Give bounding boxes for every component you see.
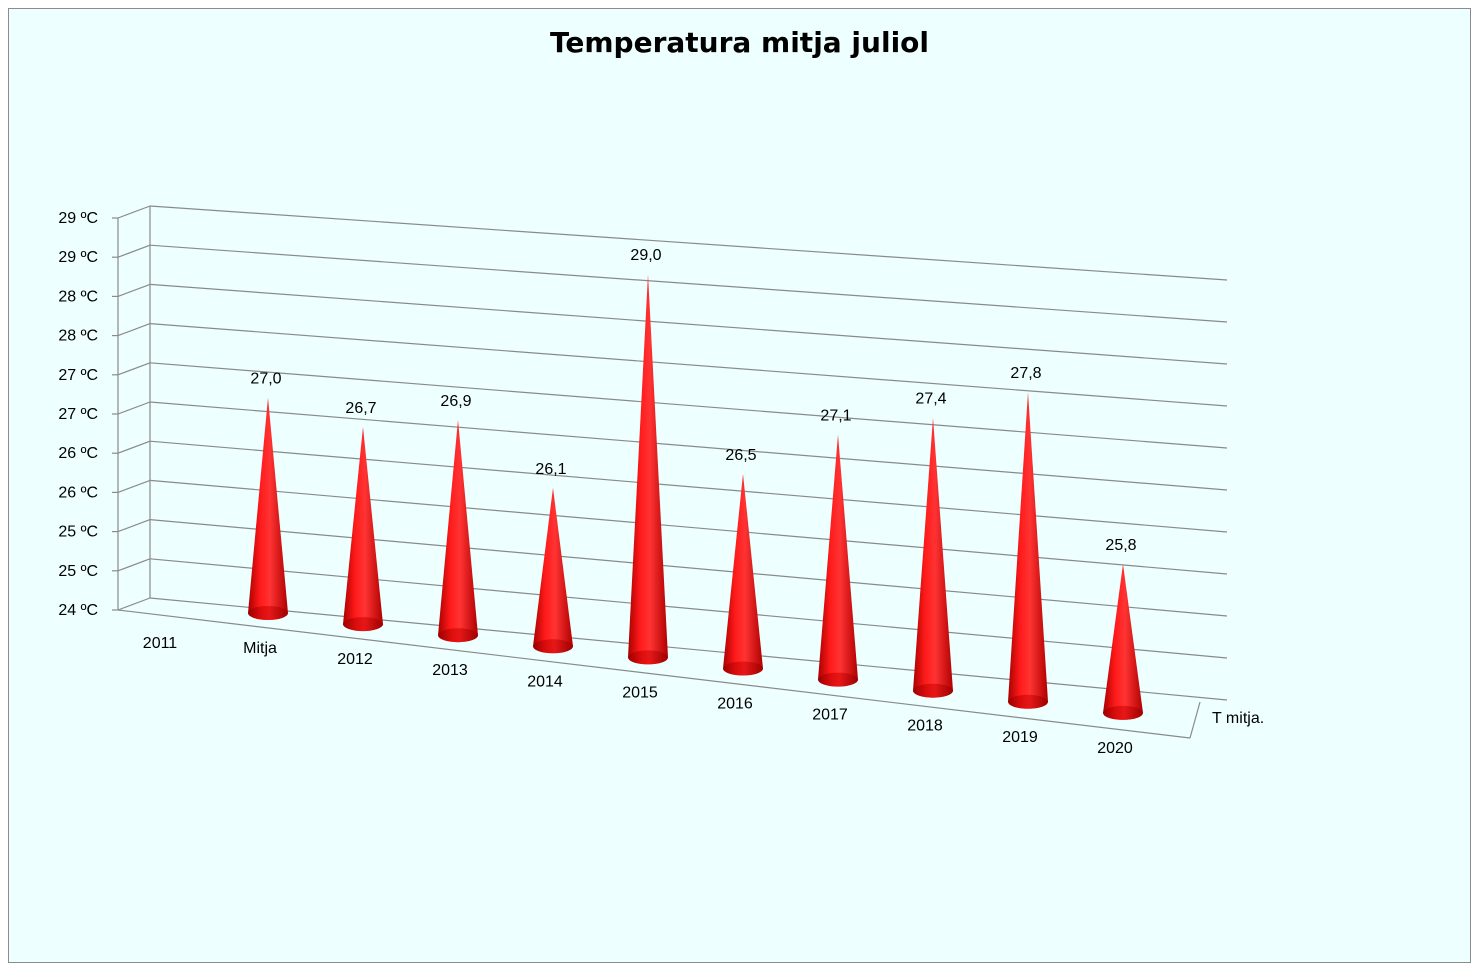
depth-axis-line xyxy=(1189,701,1201,739)
y-tick-label: 27 ºC xyxy=(58,406,98,423)
cone-body xyxy=(1103,564,1143,720)
cone-bar xyxy=(723,473,763,676)
cone-body xyxy=(438,419,478,643)
cone-bar xyxy=(818,434,858,687)
y-tick-label: 25 ºC xyxy=(58,524,98,541)
y-tick-label: 27 ºC xyxy=(58,367,98,384)
gridline-side xyxy=(117,519,151,533)
gridline xyxy=(149,558,1228,659)
cone-bar xyxy=(248,397,288,620)
axes xyxy=(112,206,1201,739)
y-tick-label: 28 ºC xyxy=(58,288,98,305)
cone-base xyxy=(723,661,763,676)
x-category-label: 2011 xyxy=(143,635,178,652)
x-category-label: 2019 xyxy=(1002,729,1038,746)
data-label: 27,4 xyxy=(915,391,946,408)
y-tick-label: 28 ºC xyxy=(58,328,98,345)
cone-base xyxy=(533,639,573,654)
cone-base xyxy=(628,650,668,665)
gridline xyxy=(149,244,1228,323)
y-tick-label: 24 ºC xyxy=(58,602,98,619)
labels: 24 ºC 25 ºC 25 ºC 26 ºC 26 ºC 27 ºC 27 ºC 28 ºC… xyxy=(58,210,1264,757)
data-label: 29,0 xyxy=(630,247,661,264)
data-label: 26,7 xyxy=(345,400,376,417)
cone-base xyxy=(1103,705,1143,720)
gridline-side xyxy=(117,597,151,611)
x-category-label: 2017 xyxy=(812,707,848,724)
data-label: 26,1 xyxy=(535,461,566,478)
gridline xyxy=(149,597,1228,701)
cone-bar xyxy=(343,426,383,632)
gridline xyxy=(149,440,1228,533)
gridline-side xyxy=(117,440,151,454)
y-tick-label: 26 ºC xyxy=(58,445,98,462)
gridline xyxy=(149,401,1228,491)
cone-base xyxy=(343,617,383,632)
cone-bar xyxy=(533,487,573,654)
y-tick-label: 29 ºC xyxy=(58,249,98,266)
chart-title: Temperatura mitja juliol xyxy=(549,26,929,59)
series-axis-label: T mitja. xyxy=(1212,710,1264,727)
data-label: 27,8 xyxy=(1010,365,1041,382)
cone-bar xyxy=(1008,392,1048,709)
x-category-label: 2016 xyxy=(717,696,753,713)
gridline-side xyxy=(117,244,151,258)
cones xyxy=(248,274,1143,720)
x-category-label: 2020 xyxy=(1097,740,1133,757)
data-label: 27,0 xyxy=(250,371,281,388)
gridline-side xyxy=(117,558,151,572)
gridline-side xyxy=(117,401,151,415)
cone-base xyxy=(818,672,858,687)
gridline-side xyxy=(117,323,151,337)
data-label: 26,9 xyxy=(440,393,471,410)
y-tick-label: 25 ºC xyxy=(58,563,98,580)
gridline xyxy=(149,283,1228,365)
gridlines xyxy=(117,205,1228,701)
chart-area xyxy=(8,8,1471,963)
cone-bar xyxy=(1103,564,1143,720)
cone-bar xyxy=(628,274,668,665)
y-tick-label: 29 ºC xyxy=(58,210,98,227)
x-axis-line xyxy=(117,609,1191,739)
x-category-label: 2013 xyxy=(432,662,468,679)
cone-base xyxy=(248,606,288,620)
cone-body xyxy=(1008,392,1048,709)
x-category-label: 2012 xyxy=(337,651,373,668)
cone-base xyxy=(1008,694,1048,709)
gridline xyxy=(149,479,1228,575)
cone-bar xyxy=(913,417,953,698)
gridline-side xyxy=(117,362,151,376)
gridline-side xyxy=(117,479,151,493)
gridline xyxy=(149,205,1228,281)
gridline-side xyxy=(117,205,151,219)
cone-body xyxy=(818,434,858,687)
cone-body xyxy=(343,426,383,632)
cone-bar xyxy=(438,419,478,643)
data-label: 25,8 xyxy=(1105,537,1136,554)
cone-base xyxy=(438,628,478,643)
gridline-side xyxy=(117,283,151,297)
cone-base xyxy=(913,683,953,698)
x-category-label: 2018 xyxy=(907,718,943,735)
gridline xyxy=(149,519,1228,617)
cone-body xyxy=(533,487,573,654)
x-category-label: 2015 xyxy=(622,684,658,701)
cone-body xyxy=(723,473,763,676)
x-category-label: 2014 xyxy=(527,673,563,690)
cone-body xyxy=(913,417,953,698)
cone-body xyxy=(248,397,288,620)
x-category-label: Mitja xyxy=(243,640,277,657)
data-label: 27,1 xyxy=(820,407,851,424)
cone-body xyxy=(628,274,668,665)
y-tick-label: 26 ºC xyxy=(58,484,98,501)
data-label: 26,5 xyxy=(725,447,756,464)
gridline xyxy=(149,323,1228,407)
gridline xyxy=(149,362,1228,449)
